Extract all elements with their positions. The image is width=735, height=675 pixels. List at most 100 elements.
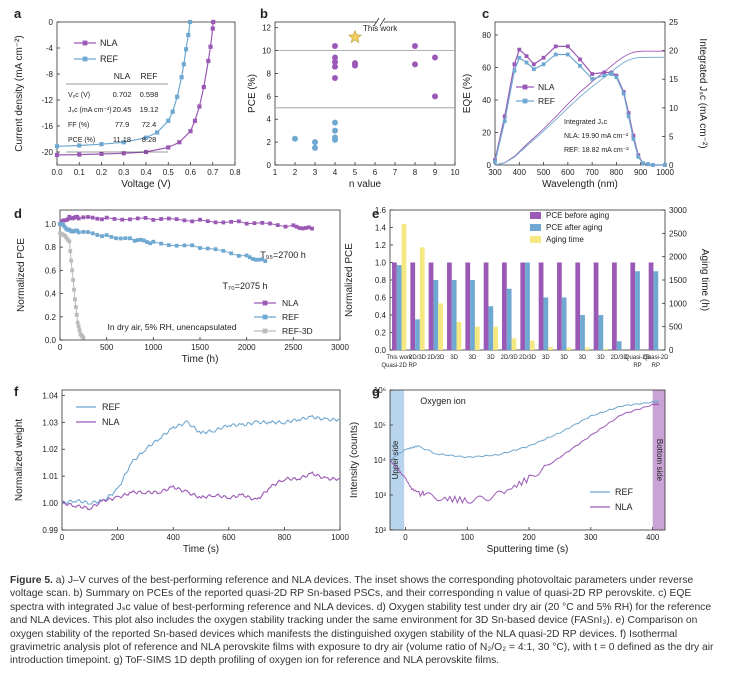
panel-a-inset-header-ref: REF (141, 71, 158, 81)
panel-e-category-label: 3D (597, 355, 605, 361)
panel-f-xtick-label: 800 (278, 533, 292, 542)
panel-f-xtick-label: 600 (222, 533, 236, 542)
panel-c-point-ref (531, 67, 536, 72)
panel-c-xtick-label: 1000 (656, 168, 674, 177)
panel-a-xtick-label: 0.3 (118, 168, 130, 177)
panel-d-point-ref (81, 229, 86, 234)
panel-e-category-label: Quasi-2D (625, 355, 651, 361)
panel-c-right-ytick-label: 5 (669, 132, 674, 141)
panel-e-legend-swatch (530, 224, 541, 231)
panel-d-ytick-label: 1.0 (45, 220, 57, 229)
panel-d-point-ref (86, 230, 90, 234)
panel-a-inset-row-label: PCE (%) (68, 137, 95, 144)
panel-b-xtick-label: 6 (373, 168, 378, 177)
panel-e-bar-pce-before-aging (557, 262, 562, 350)
panel-c-point-nla (502, 114, 507, 119)
panel-a-point-ref (166, 118, 171, 123)
panel-d-point-nla (303, 226, 308, 230)
panel-g-ytick-label: 10³ (374, 491, 386, 500)
panel-c-right-ytick-label: 20 (669, 47, 678, 56)
panel-a-inset-row-label: Jₛc (mA cm⁻²) (68, 107, 112, 114)
panel-b-point (332, 75, 338, 82)
panel-e-bar-pce-before-aging (465, 262, 471, 350)
panel-d-point-ref (109, 235, 114, 239)
panel-a-ytick-label: -4 (46, 44, 54, 53)
panel-e-legend-swatch (530, 236, 541, 243)
panel-c-point-nla (602, 70, 607, 75)
panel-d-point-ref-3d (77, 328, 82, 333)
panel-e-bar-pce-after-aging (433, 280, 439, 350)
panel-d-point-nla (174, 217, 179, 222)
panel-e-category-label: 3D (469, 355, 477, 361)
caption-text: a) J–V curves of the best-performing ref… (10, 575, 714, 667)
panel-f-letter: f (14, 384, 19, 399)
panel-c-point-ref (663, 163, 667, 167)
panel-d-point-ref (198, 246, 202, 250)
panel-d-point-ref (148, 241, 153, 246)
panel-e-bar-aging-time (456, 322, 462, 350)
panel-e-right-ytick-label: 1000 (669, 299, 687, 308)
panel-e-letter: e (372, 206, 379, 221)
panel-e-category-label: RP (652, 363, 660, 369)
panel-c-ytick-label: 80 (482, 31, 491, 40)
panel-c-point-nla (524, 54, 529, 59)
panel-d-point-ref (166, 243, 171, 248)
panel-e-bar-pce-after-aging (415, 319, 420, 350)
panel-d-point-ref-3d (70, 268, 75, 273)
panel-g-line-nla (389, 402, 660, 505)
panel-a-point-nla (99, 151, 104, 157)
panel-e-bar-pce-after-aging (653, 271, 659, 350)
panel-a-inset-row-nla: 77.9 (115, 120, 130, 129)
panel-a-legend-marker (82, 40, 88, 46)
panel-d-point-ref-3d (71, 278, 75, 282)
panel-d-ylabel: Normalized PCE (16, 238, 27, 312)
panel-c-xtick-label: 800 (610, 168, 624, 177)
panel-b-point (432, 54, 438, 61)
panel-e-category-label: 2D/3D (427, 355, 445, 361)
panel-b-point (312, 144, 318, 151)
panel-d-legend-nla: NLA (282, 298, 299, 308)
panel-c-xtick-label: 900 (634, 168, 648, 177)
panel-g-line-ref (390, 400, 660, 460)
panel-g-xtick-label: 0 (403, 533, 408, 542)
panel-c-frame (494, 21, 666, 166)
panel-a-inset-row-nla: 0.702 (113, 90, 132, 99)
panel-d-point-ref (142, 238, 146, 243)
panel-c-ytick-label: 20 (482, 129, 491, 138)
panel-e-bar-pce-after-aging (525, 262, 530, 350)
panel-d-point-nla (300, 226, 305, 231)
panel-a-xtick-label: 0.2 (96, 168, 108, 177)
panel-d-point-nla (198, 217, 202, 222)
panel-a-point-ref (187, 19, 193, 25)
panel-d-point-nla (252, 221, 257, 226)
panel-e-bar-pce-after-aging (598, 315, 604, 350)
panel-c-legend-nla: NLA (538, 82, 555, 92)
panel-c-point-nla (531, 62, 536, 67)
panel-a-point-ref (77, 143, 82, 148)
panel-e-bar-aging-time (511, 338, 517, 350)
panel-a-xtick-label: 0.6 (185, 168, 197, 177)
panel-e-category-label: 2D/3D (611, 355, 629, 361)
panel-b-point (332, 43, 338, 50)
panel-c-point-ref (517, 55, 522, 60)
panel-e-category-label: 3D (487, 355, 495, 361)
panel-e-right-ytick-label: 0 (669, 346, 674, 355)
panel-d-point-ref-3d (72, 287, 76, 292)
panel-a-xtick-label: 0.0 (51, 168, 63, 177)
panel-d-point-nla (244, 221, 249, 226)
panel-d-point-ref (135, 238, 140, 242)
panel-g-ytick-label: 10⁶ (374, 386, 386, 395)
panel-e-ytick-label: 0.6 (375, 294, 387, 303)
panel-d-point-ref (95, 233, 100, 237)
panel-f-legend-ref: REF (102, 402, 121, 412)
panel-d-point-nla (65, 217, 70, 222)
panel-d-point-nla (76, 216, 81, 221)
panel-d-point-ref (254, 257, 258, 262)
panel-e-category-label: 3D (579, 355, 587, 361)
panel-d-point-ref (182, 243, 187, 248)
panel-d-point-nla (310, 226, 314, 231)
panel-g-xtick-label: 200 (522, 533, 536, 542)
panel-a-ytick-label: 0 (49, 18, 54, 27)
panel-d-point-ref (90, 231, 95, 236)
panel-a-point-nla (197, 104, 202, 109)
